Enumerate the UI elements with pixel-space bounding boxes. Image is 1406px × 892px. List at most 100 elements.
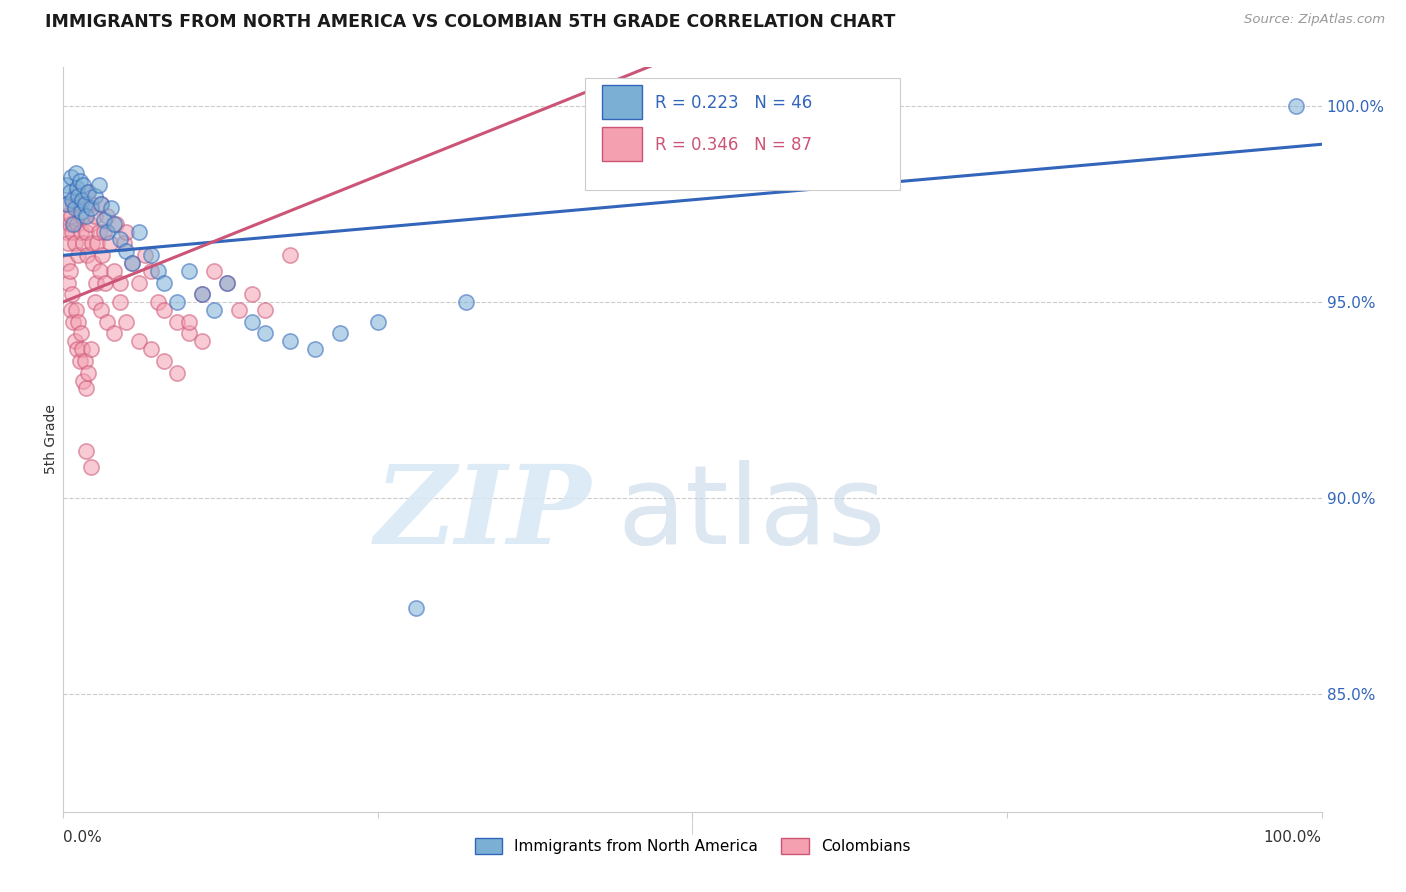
Point xyxy=(87,178,110,192)
Point xyxy=(215,276,238,290)
Point xyxy=(63,236,86,251)
Point xyxy=(228,302,250,317)
Point xyxy=(83,189,105,203)
Point xyxy=(70,205,93,219)
Point xyxy=(80,459,103,474)
Point xyxy=(58,276,80,290)
Point xyxy=(63,201,86,215)
Point xyxy=(80,342,103,356)
Point xyxy=(67,189,90,203)
Point xyxy=(329,326,352,341)
Point xyxy=(58,264,80,278)
Point xyxy=(65,302,87,317)
Point xyxy=(278,334,301,349)
Point xyxy=(56,256,79,270)
Point xyxy=(93,225,115,239)
Point xyxy=(146,295,169,310)
Point xyxy=(58,186,80,200)
Point xyxy=(367,315,389,329)
Legend: Immigrants from North America, Colombians: Immigrants from North America, Colombian… xyxy=(468,831,917,860)
Point xyxy=(90,302,112,317)
Point xyxy=(190,334,212,349)
Point xyxy=(60,193,83,207)
Point xyxy=(73,197,96,211)
Point xyxy=(77,186,100,200)
Point xyxy=(75,225,97,239)
Point xyxy=(53,209,76,223)
Point xyxy=(56,197,79,211)
Point xyxy=(134,248,156,262)
Point xyxy=(202,302,225,317)
Point xyxy=(58,236,80,251)
Point xyxy=(60,225,83,239)
Point xyxy=(82,236,104,251)
Point xyxy=(89,264,111,278)
Point xyxy=(108,276,131,290)
Point xyxy=(77,186,100,200)
Point xyxy=(96,209,118,223)
Point xyxy=(240,315,263,329)
Point xyxy=(179,326,201,341)
Text: Source: ZipAtlas.com: Source: ZipAtlas.com xyxy=(1244,13,1385,27)
Point xyxy=(96,225,118,239)
Point xyxy=(59,209,82,223)
FancyBboxPatch shape xyxy=(602,128,643,161)
Point xyxy=(115,315,138,329)
Point xyxy=(166,295,188,310)
Point xyxy=(405,600,427,615)
Point xyxy=(62,217,84,231)
Point xyxy=(141,342,163,356)
Point xyxy=(94,276,117,290)
Point xyxy=(75,209,97,223)
Point xyxy=(86,236,108,251)
Text: IMMIGRANTS FROM NORTH AMERICA VS COLOMBIAN 5TH GRADE CORRELATION CHART: IMMIGRANTS FROM NORTH AMERICA VS COLOMBI… xyxy=(45,13,896,31)
Point xyxy=(108,232,131,246)
Point xyxy=(63,334,86,349)
Point xyxy=(128,276,150,290)
Point xyxy=(112,236,135,251)
Point xyxy=(153,354,176,368)
Point xyxy=(55,178,77,192)
Point xyxy=(128,334,150,349)
Point xyxy=(103,264,125,278)
Point xyxy=(73,354,96,368)
Point xyxy=(215,276,238,290)
Point xyxy=(60,287,83,301)
Point xyxy=(121,256,143,270)
FancyBboxPatch shape xyxy=(602,85,643,119)
Point xyxy=(66,217,89,231)
Point xyxy=(65,186,87,200)
Point xyxy=(253,302,276,317)
Point xyxy=(80,201,103,215)
Point xyxy=(70,342,93,356)
Point xyxy=(66,342,89,356)
Point xyxy=(62,315,84,329)
Y-axis label: 5th Grade: 5th Grade xyxy=(44,404,58,475)
Point xyxy=(56,197,79,211)
Point xyxy=(72,178,94,192)
Point xyxy=(83,295,105,310)
Point xyxy=(108,295,131,310)
Point xyxy=(66,181,89,195)
Point xyxy=(153,276,176,290)
Text: R = 0.223   N = 46: R = 0.223 N = 46 xyxy=(655,94,811,112)
Point xyxy=(454,295,477,310)
Text: 100.0%: 100.0% xyxy=(1264,830,1322,846)
Point xyxy=(76,248,98,262)
Point xyxy=(115,244,138,259)
Point xyxy=(121,256,143,270)
Point xyxy=(146,264,169,278)
Point xyxy=(84,276,107,290)
Text: R = 0.346   N = 87: R = 0.346 N = 87 xyxy=(655,136,811,154)
Point xyxy=(179,264,201,278)
Point xyxy=(141,248,163,262)
Point xyxy=(59,169,82,184)
Point xyxy=(73,197,96,211)
Point xyxy=(253,326,276,341)
Point xyxy=(82,256,104,270)
Point xyxy=(72,374,94,388)
Point xyxy=(72,236,94,251)
Point xyxy=(103,217,125,231)
Point xyxy=(100,201,122,215)
Point xyxy=(190,287,212,301)
